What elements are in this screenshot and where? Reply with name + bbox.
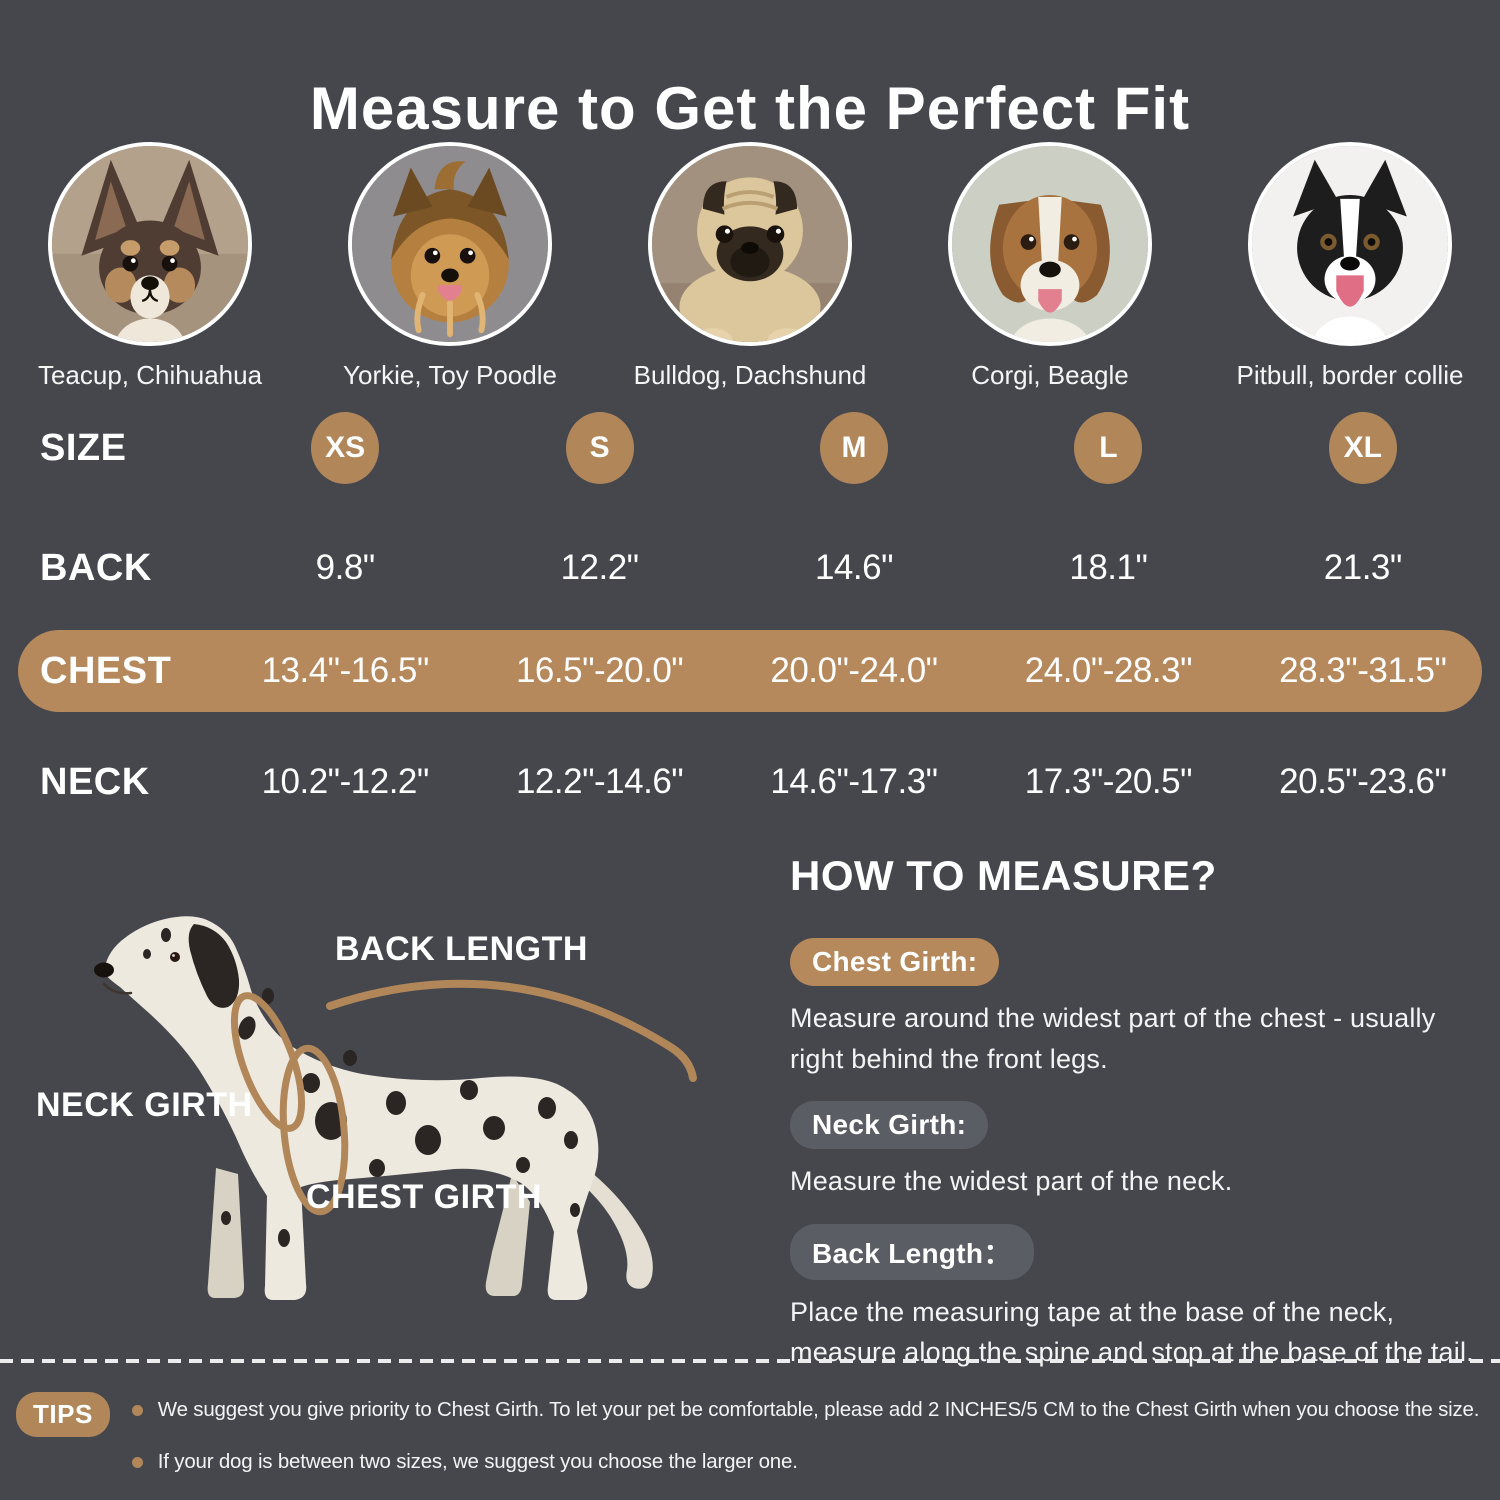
size-badge-xs: XS bbox=[311, 412, 380, 484]
beagle-icon bbox=[952, 146, 1148, 342]
neck-girth-pill: Neck Girth: bbox=[790, 1101, 989, 1149]
chihuahua-photo bbox=[48, 142, 252, 346]
breed-card-corgi: Corgi, Beagle bbox=[900, 142, 1200, 391]
border-collie-photo bbox=[1248, 142, 1452, 346]
neck-value-s: 12.2"-14.6" bbox=[515, 762, 684, 801]
tips-list: We suggest you give priority to Chest Gi… bbox=[131, 1392, 1490, 1474]
chest-value-l: 24.0"-28.3" bbox=[1024, 651, 1193, 690]
size-badge-xl: XL bbox=[1328, 412, 1397, 484]
pug-photo bbox=[648, 142, 852, 346]
neck-girth-label: NECK GIRTH bbox=[36, 1086, 253, 1124]
back-value-l: 18.1" bbox=[1069, 548, 1148, 587]
tip-text: We suggest you give priority to Chest Gi… bbox=[157, 1398, 1480, 1421]
tip-item: We suggest you give priority to Chest Gi… bbox=[131, 1398, 1490, 1422]
neck-girth-description: Measure the widest part of the neck. bbox=[790, 1166, 1233, 1196]
back-value-s: 12.2" bbox=[560, 548, 640, 587]
back-value-xs: 9.8" bbox=[315, 548, 376, 587]
dashed-divider bbox=[0, 1359, 1500, 1363]
how-to-measure-section: HOW TO MEASURE? Chest Girth: Measure aro… bbox=[790, 852, 1482, 1373]
back-length-pill: Back Length： bbox=[790, 1223, 1034, 1280]
beagle-photo bbox=[948, 142, 1152, 346]
size-badge-s: S bbox=[565, 412, 634, 484]
back-row: BACK 9.8" 12.2" 14.6" 18.1" 21.3" bbox=[0, 528, 1500, 608]
chest-highlight-band bbox=[18, 630, 1482, 712]
border-collie-icon bbox=[1252, 146, 1448, 342]
breed-label: Teacup, Chihuahua bbox=[37, 360, 263, 390]
yorkie-icon bbox=[352, 146, 548, 342]
chest-girth-pill: Chest Girth: bbox=[790, 938, 1000, 986]
chest-row-label: CHEST bbox=[40, 649, 172, 692]
breed-card-teacup: Teacup, Chihuahua bbox=[0, 142, 300, 391]
chest-value-m: 20.0"-24.0" bbox=[770, 651, 938, 690]
breed-label: Pitbull, border collie bbox=[1236, 360, 1464, 390]
neck-row: NECK 10.2"-12.2" 12.2"-14.6" 14.6"-17.3"… bbox=[0, 742, 1500, 822]
chest-girth-label: CHEST GIRTH bbox=[306, 1178, 542, 1216]
bullet-dot-icon bbox=[131, 1457, 143, 1468]
neck-value-xs: 10.2"-12.2" bbox=[261, 762, 430, 801]
neck-row-label: NECK bbox=[40, 760, 150, 803]
breed-card-bulldog: Bulldog, Dachshund bbox=[600, 142, 900, 391]
measurement-diagram: BACK LENGTH NECK GIRTH CHEST GIRTH bbox=[0, 878, 770, 1350]
bullet-dot-icon bbox=[131, 1405, 143, 1416]
back-length-label: BACK LENGTH bbox=[335, 930, 588, 968]
dalmatian-illustration bbox=[94, 916, 697, 1300]
chest-row: CHEST 13.4"-16.5" 16.5"-20.0" 20.0"-24.0… bbox=[0, 630, 1500, 712]
how-to-measure-heading: HOW TO MEASURE? bbox=[790, 852, 1217, 899]
breed-label: Corgi, Beagle bbox=[971, 360, 1129, 390]
neck-value-m: 14.6"-17.3" bbox=[770, 762, 938, 801]
back-row-label: BACK bbox=[40, 546, 152, 589]
size-badge-l: L bbox=[1074, 412, 1143, 484]
back-value-xl: 21.3" bbox=[1323, 548, 1403, 587]
page-title: Measure to Get the Perfect Fit bbox=[309, 75, 1191, 143]
pug-icon bbox=[652, 146, 848, 342]
tips-badge: TIPS bbox=[16, 1392, 110, 1437]
breed-label: Yorkie, Toy Poodle bbox=[343, 360, 557, 390]
breed-card-pitbull: Pitbull, border collie bbox=[1200, 142, 1500, 391]
back-value-m: 14.6" bbox=[814, 548, 894, 587]
tips-section: TIPS We suggest you give priority to Che… bbox=[16, 1392, 1490, 1474]
chest-girth-description: Measure around the widest part of the ch… bbox=[790, 1003, 1436, 1074]
tip-item: If your dog is between two sizes, we sug… bbox=[131, 1450, 1490, 1474]
neck-value-xl: 20.5"-23.6" bbox=[1279, 762, 1447, 801]
neck-value-l: 17.3"-20.5" bbox=[1024, 762, 1193, 801]
chest-value-xl: 28.3"-31.5" bbox=[1279, 651, 1447, 690]
size-row: SIZE XS S M L XL bbox=[0, 408, 1500, 488]
chihuahua-icon bbox=[52, 146, 248, 342]
breed-card-yorkie: Yorkie, Toy Poodle bbox=[300, 142, 600, 391]
chest-value-xs: 13.4"-16.5" bbox=[261, 651, 430, 690]
tip-text: If your dog is between two sizes, we sug… bbox=[157, 1450, 798, 1473]
breed-label: Bulldog, Dachshund bbox=[633, 360, 867, 390]
size-badge-m: M bbox=[819, 412, 888, 484]
size-row-label: SIZE bbox=[40, 426, 127, 469]
breed-photos-row: Teacup, Chihuahua Y bbox=[0, 142, 1500, 391]
chest-value-s: 16.5"-20.0" bbox=[515, 651, 684, 690]
yorkie-photo bbox=[348, 142, 552, 346]
